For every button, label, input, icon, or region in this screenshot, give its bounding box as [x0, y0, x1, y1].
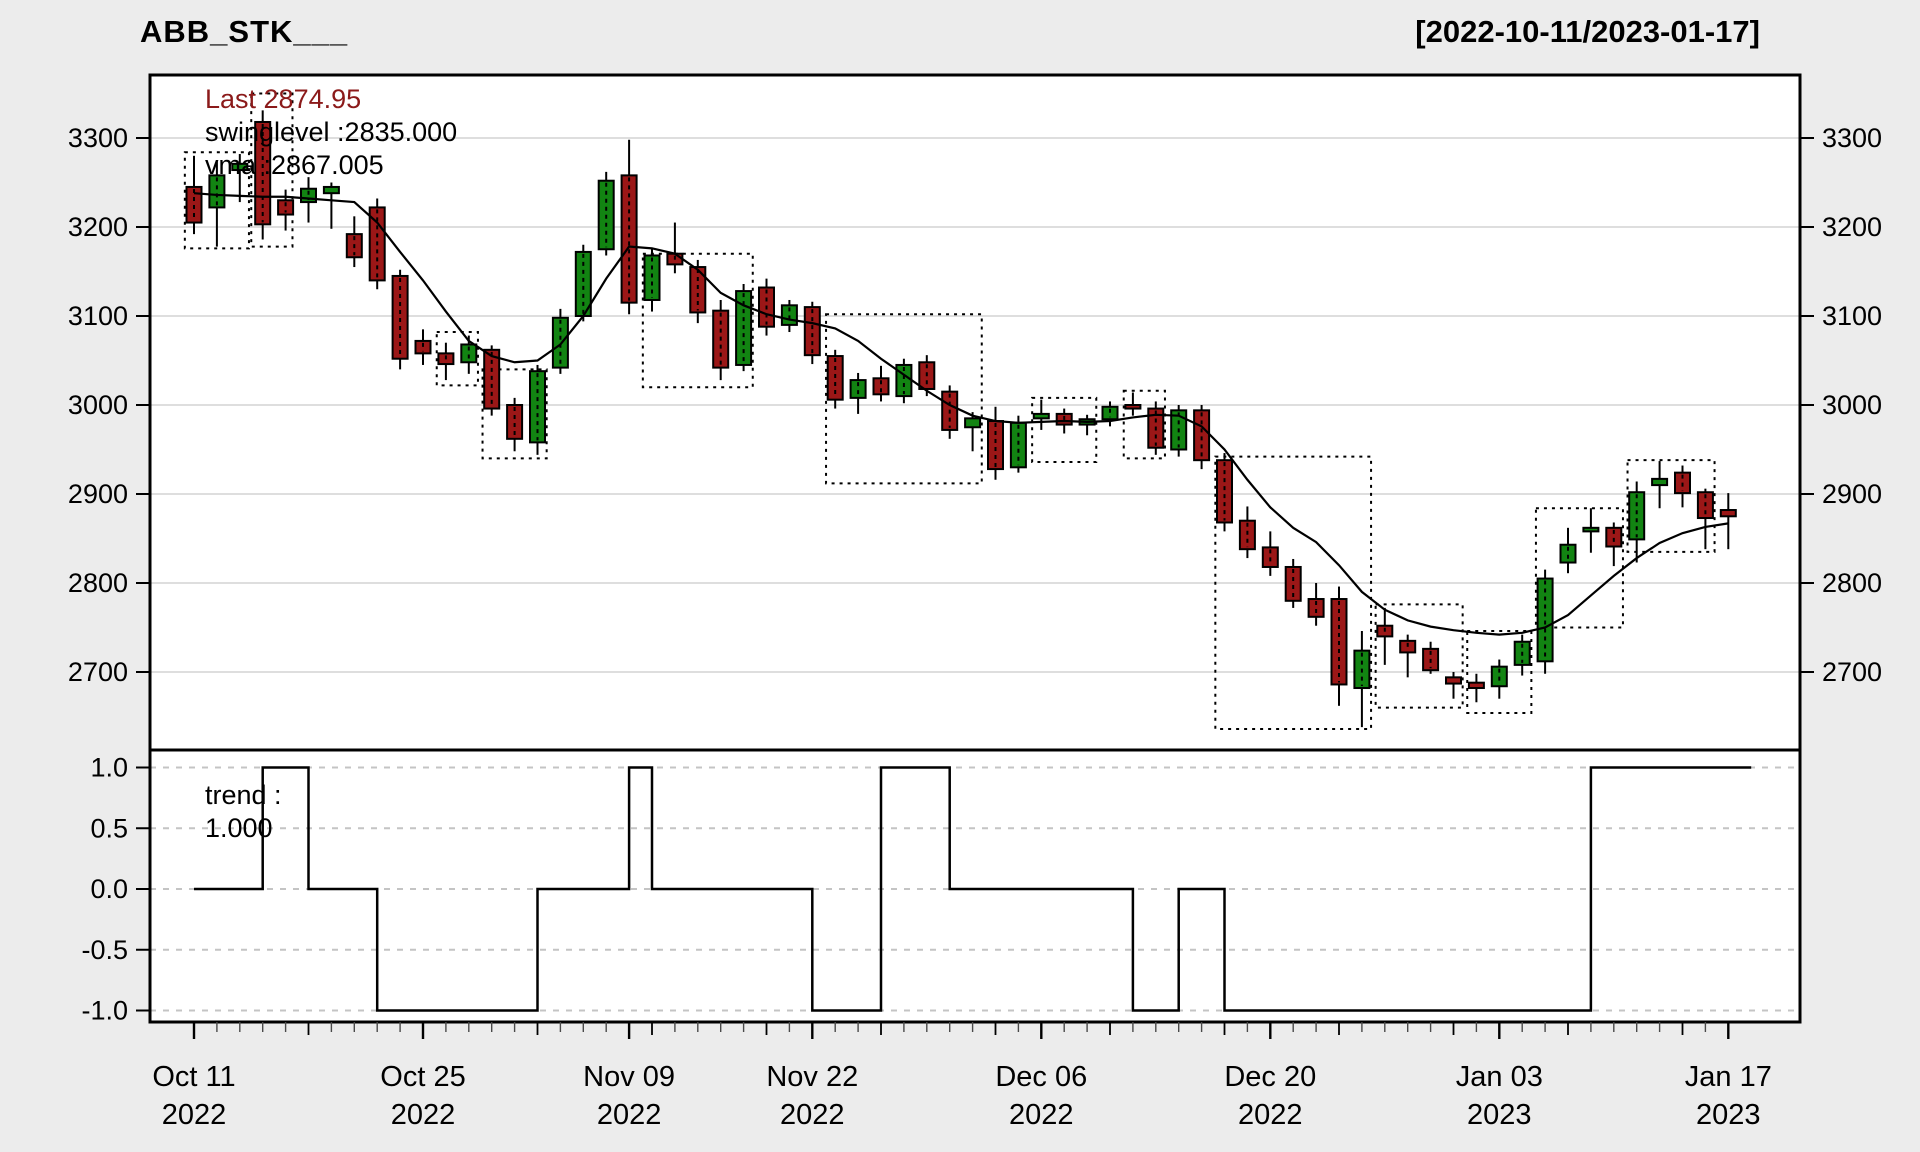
candle-body [1490, 665, 1508, 688]
swing-level-box [1374, 603, 1464, 709]
candle-body [689, 266, 707, 314]
y-axis-label-left: 3300 [68, 123, 128, 153]
x-axis-date-label: Oct 11 [152, 1061, 235, 1093]
swing-level-box [1466, 630, 1533, 714]
candle-body [1307, 598, 1325, 618]
x-axis-year-label: 2022 [780, 1099, 845, 1131]
y-axis-label-left: 3000 [68, 390, 128, 420]
y-axis-label-left: 3100 [68, 301, 128, 331]
y-axis-label-right: 3300 [1822, 123, 1882, 153]
main-panel-bg [150, 75, 1800, 750]
x-axis-date-label: Jan 03 [1456, 1061, 1543, 1093]
candle-body [1261, 546, 1279, 568]
trend-axis-label: -0.5 [81, 935, 128, 965]
candle-body [322, 185, 340, 195]
swing-level-box [183, 151, 250, 250]
candle-body [849, 379, 867, 399]
candle-body [964, 417, 982, 429]
candle-body [1124, 404, 1142, 410]
candle-body [1582, 526, 1600, 533]
candle-body [1032, 412, 1050, 420]
trend-label-value: 1.000 [205, 813, 273, 843]
candle-body [1719, 509, 1737, 518]
swing-level-box [250, 92, 294, 248]
candle-body [1559, 543, 1577, 564]
candle-body [1216, 459, 1233, 524]
trend-axis-label: 0.5 [90, 813, 128, 843]
candle-body [1605, 526, 1623, 548]
candle-body [277, 199, 295, 216]
swing-level-box [1214, 455, 1373, 730]
x-axis-date-label: Oct 25 [380, 1061, 465, 1093]
x-axis-date-label: Jan 17 [1685, 1061, 1772, 1093]
candle-body [1284, 565, 1302, 602]
swing-level-box [641, 252, 754, 389]
candle-body [460, 343, 478, 364]
y-axis-label-right: 2800 [1822, 568, 1882, 598]
candle-body [391, 274, 409, 360]
x-axis-date-label: Nov 09 [583, 1061, 675, 1093]
x-axis-date-label: Dec 06 [995, 1061, 1087, 1093]
candle-body [551, 316, 569, 369]
chart-title: ABB_STK___ [140, 14, 349, 49]
x-axis-date-label: Nov 22 [766, 1061, 858, 1093]
candle-body [1445, 676, 1462, 685]
x-axis-year-label: 2023 [1696, 1099, 1761, 1131]
swinglevel-label: swinglevel :2835.000 [205, 117, 458, 147]
candle-body [231, 162, 249, 172]
swing-level-box [825, 313, 983, 485]
x-axis-date-label: Dec 20 [1224, 1061, 1316, 1093]
y-axis-label-right: 2700 [1822, 657, 1882, 687]
candle-body [506, 404, 524, 440]
candle-body [208, 174, 226, 209]
y-axis-label-right: 3200 [1822, 212, 1882, 242]
y-axis-label-right: 3100 [1822, 301, 1882, 331]
y-axis-label-left: 2700 [68, 657, 128, 687]
y-axis-label-right: 3000 [1822, 390, 1882, 420]
trend-step-line [194, 766, 1752, 1012]
swing-level-box [1031, 396, 1098, 463]
swing-level-box [1122, 389, 1166, 460]
trend-label-name: trend : [205, 780, 282, 810]
candle-body [1536, 577, 1554, 663]
vma-label: vma :2867.005 [205, 150, 384, 180]
candle-body [1101, 405, 1119, 421]
trend-axis-label: 1.0 [90, 753, 128, 783]
vma-line [193, 192, 1729, 636]
candle-body [872, 377, 890, 396]
candle-body [620, 174, 638, 304]
trend-panel-bg [150, 750, 1800, 1022]
trend-axis-label: -1.0 [81, 996, 128, 1026]
trend-axis-label: 0.0 [90, 874, 128, 904]
trend-panel-border [148, 748, 1802, 1024]
swing-level-box [435, 331, 479, 387]
candle-body [1467, 681, 1485, 690]
candle-body [1651, 477, 1669, 487]
candle-body [987, 420, 1004, 471]
date-range-label: [2022-10-11/2023-01-17] [1415, 14, 1760, 49]
y-axis-label-right: 2900 [1822, 479, 1882, 509]
y-axis-label-left: 2800 [68, 568, 128, 598]
candle-body [1628, 491, 1646, 541]
candle-body [414, 339, 432, 355]
candle-body [643, 254, 661, 301]
x-axis-year-label: 2022 [162, 1099, 227, 1131]
x-axis-year-label: 2022 [597, 1099, 662, 1131]
x-axis-year-label: 2022 [1238, 1099, 1303, 1131]
swing-level-box [481, 368, 548, 460]
y-axis-label-left: 2900 [68, 479, 128, 509]
candle-body [1238, 519, 1256, 551]
x-axis-year-label: 2022 [391, 1099, 456, 1131]
last-price-label: Last 2874.95 [205, 84, 362, 114]
candle-body [803, 306, 821, 357]
x-axis-year-label: 2022 [1009, 1099, 1074, 1131]
x-axis-year-label: 2023 [1467, 1099, 1532, 1131]
candle-body [185, 185, 203, 224]
y-axis-label-left: 3200 [68, 212, 128, 242]
